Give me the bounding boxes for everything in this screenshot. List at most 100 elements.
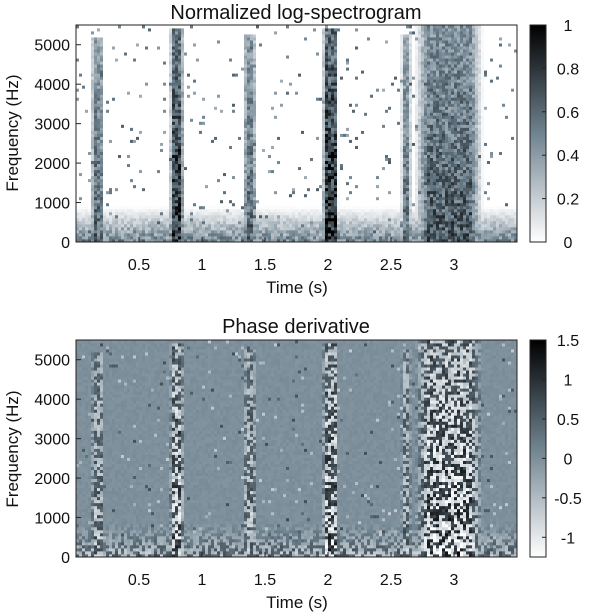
heatmap-cell bbox=[247, 206, 250, 209]
heatmap-cell bbox=[145, 164, 148, 167]
heatmap-cell bbox=[106, 118, 109, 121]
heatmap-cell bbox=[97, 170, 100, 173]
heatmap-cell bbox=[211, 124, 214, 127]
heatmap-cell bbox=[214, 100, 217, 103]
heatmap-cell bbox=[196, 143, 199, 146]
heatmap-cell bbox=[112, 200, 115, 203]
heatmap-cell bbox=[100, 185, 103, 188]
heatmap-cell bbox=[187, 230, 190, 233]
heatmap-cell bbox=[259, 176, 262, 179]
heatmap-cell bbox=[214, 149, 217, 152]
heatmap-cell bbox=[244, 70, 247, 73]
heatmap-cell bbox=[277, 106, 280, 109]
heatmap-cell bbox=[244, 52, 247, 55]
heatmap-cell bbox=[76, 212, 79, 215]
heatmap-cell bbox=[130, 73, 133, 76]
heatmap-cell bbox=[277, 58, 280, 61]
heatmap-cell bbox=[256, 88, 259, 91]
heatmap-cell bbox=[103, 76, 106, 79]
heatmap-cell bbox=[184, 161, 187, 164]
heatmap-cell bbox=[214, 91, 217, 94]
chart-title: Normalized log-spectrogram bbox=[170, 2, 421, 24]
heatmap-cell bbox=[202, 134, 205, 137]
heatmap-cell bbox=[79, 185, 82, 188]
heatmap-cell bbox=[109, 200, 112, 203]
heatmap-cell bbox=[115, 25, 118, 28]
heatmap-cell bbox=[139, 173, 142, 176]
heatmap-cell bbox=[88, 158, 91, 161]
heatmap-cell bbox=[256, 25, 259, 28]
heatmap-cell bbox=[181, 109, 184, 112]
heatmap-cell bbox=[214, 70, 217, 73]
heatmap-cell bbox=[79, 106, 82, 109]
heatmap-cell bbox=[217, 100, 220, 103]
heatmap-cell bbox=[178, 188, 181, 191]
heatmap-cell bbox=[193, 55, 196, 58]
heatmap-cell bbox=[235, 112, 238, 115]
heatmap-cell bbox=[151, 34, 154, 37]
heatmap-cell bbox=[100, 161, 103, 164]
heatmap-cell bbox=[283, 170, 286, 173]
heatmap-cell bbox=[166, 109, 169, 112]
heatmap-cell bbox=[184, 200, 187, 203]
heatmap-cell bbox=[85, 124, 88, 127]
heatmap-cell bbox=[100, 209, 103, 212]
heatmap-cell bbox=[109, 61, 112, 64]
heatmap-cell bbox=[265, 236, 268, 239]
heatmap-cell bbox=[100, 176, 103, 179]
heatmap-cell bbox=[280, 230, 283, 233]
heatmap-cell bbox=[121, 194, 124, 197]
heatmap-cell bbox=[229, 49, 232, 52]
heatmap-cell bbox=[262, 82, 265, 85]
heatmap-cell bbox=[118, 164, 121, 167]
heatmap-cell bbox=[232, 46, 235, 49]
heatmap-cell bbox=[235, 215, 238, 218]
heatmap-cell bbox=[97, 206, 100, 209]
heatmap-cell bbox=[94, 55, 97, 58]
heatmap-cell bbox=[217, 40, 220, 43]
heatmap-cell bbox=[166, 191, 169, 194]
heatmap-cell bbox=[97, 40, 100, 43]
heatmap-cell bbox=[142, 112, 145, 115]
heatmap-cell bbox=[238, 182, 241, 185]
heatmap-cell bbox=[151, 82, 154, 85]
heatmap-cell bbox=[160, 91, 163, 94]
heatmap-cell bbox=[259, 152, 262, 155]
heatmap-cell bbox=[265, 134, 268, 137]
heatmap-cell bbox=[181, 94, 184, 97]
heatmap-cell bbox=[154, 64, 157, 67]
heatmap-cell bbox=[199, 164, 202, 167]
heatmap-cell bbox=[100, 140, 103, 143]
heatmap-cell bbox=[205, 91, 208, 94]
heatmap-cell bbox=[106, 134, 109, 137]
heatmap-cell bbox=[157, 100, 160, 103]
heatmap-cell bbox=[265, 94, 268, 97]
heatmap-cell bbox=[205, 143, 208, 146]
heatmap-cell bbox=[280, 179, 283, 182]
heatmap-cell bbox=[196, 31, 199, 34]
heatmap-cell bbox=[190, 130, 193, 133]
heatmap-cell bbox=[136, 106, 139, 109]
heatmap-cell bbox=[211, 173, 214, 176]
heatmap-cell bbox=[85, 149, 88, 152]
heatmap-cell bbox=[247, 143, 250, 146]
heatmap-cell bbox=[82, 227, 85, 230]
heatmap-cell bbox=[238, 79, 241, 82]
heatmap-cell bbox=[172, 191, 175, 194]
heatmap-cell bbox=[193, 58, 196, 61]
heatmap-cell bbox=[157, 55, 160, 58]
heatmap-cell bbox=[223, 46, 226, 49]
heatmap-cell bbox=[130, 40, 133, 43]
heatmap-cell bbox=[250, 230, 253, 233]
heatmap-cell bbox=[76, 236, 79, 239]
heatmap-cell bbox=[76, 46, 79, 49]
heatmap-cell bbox=[88, 200, 91, 203]
heatmap-cell bbox=[136, 40, 139, 43]
heatmap-cell bbox=[151, 127, 154, 130]
heatmap-cell bbox=[136, 37, 139, 40]
heatmap-cell bbox=[262, 58, 265, 61]
heatmap-cell bbox=[163, 200, 166, 203]
heatmap-cell bbox=[262, 143, 265, 146]
heatmap-cell bbox=[277, 94, 280, 97]
heatmap-cell bbox=[274, 130, 277, 133]
